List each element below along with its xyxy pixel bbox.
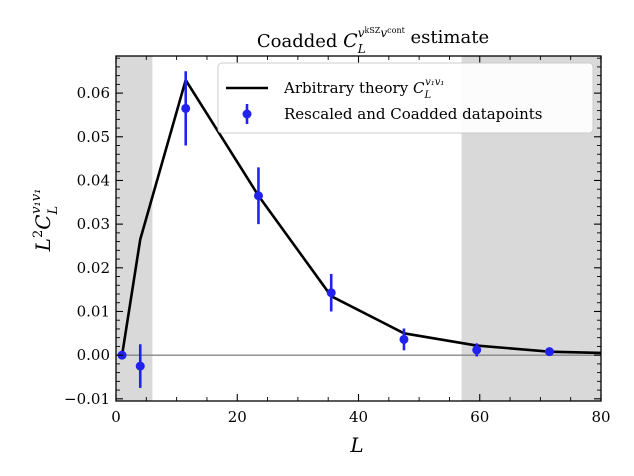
y-tick-label-6: 0.05 — [77, 128, 110, 146]
legend-points-label: Rescaled and Coadded datapoints — [284, 105, 542, 123]
title-sup-cont: cont — [387, 26, 405, 35]
datapoint-5 — [399, 334, 409, 344]
title-suffix: estimate — [405, 27, 489, 48]
ylabel-sym: C — [31, 214, 55, 229]
chart-title: Coadded CLvkSZvcont estimate — [257, 26, 489, 56]
y-tick-label-2: 0.01 — [77, 302, 110, 320]
title-prefix: Coadded — [257, 31, 343, 52]
ylabel-pow: 2 — [31, 230, 46, 238]
y-tick-label-3: 0.02 — [77, 259, 110, 277]
datapoint-7 — [544, 347, 554, 357]
datapoint-6 — [472, 345, 482, 355]
legend-theory-label: Arbitrary theory CLv₁v₁ — [283, 77, 444, 101]
datapoint-3 — [253, 191, 263, 201]
legend-box — [217, 62, 594, 134]
x-tick-label-3: 60 — [470, 408, 489, 426]
shaded-region-0 — [116, 56, 153, 401]
x-tick-label-2: 40 — [349, 408, 368, 426]
legend-theory-sym: C — [413, 79, 425, 97]
y-tick-label-7: 0.06 — [77, 84, 110, 102]
datapoint-1 — [135, 361, 145, 371]
title-sub: L — [357, 42, 366, 56]
x-tick-label-1: 20 — [228, 408, 247, 426]
title-sup-v: v — [358, 26, 365, 40]
y-tick-label-1: 0.00 — [77, 346, 110, 364]
legend: Arbitrary theory CLv₁v₁ Rescaled and Coa… — [217, 62, 594, 134]
y-tick-labels: −0.01 0.00 0.01 0.02 0.03 0.04 0.05 0.06 — [64, 84, 110, 408]
legend-theory-text: Arbitrary theory — [283, 79, 413, 97]
x-axis-label: L — [349, 433, 363, 457]
datapoints — [117, 71, 554, 388]
y-axis-label: L2CLv₁v₁ — [29, 189, 61, 253]
ylabel-sub: L — [46, 206, 61, 216]
plot-frame — [115, 55, 602, 402]
title-sup-v2: v — [380, 26, 387, 40]
datapoint-2 — [181, 103, 191, 113]
y-tick-label-5: 0.04 — [77, 171, 110, 189]
datapoint-4 — [326, 288, 336, 298]
ylabel-sup: v₁v₁ — [29, 189, 44, 214]
x-tick-label-0: 0 — [111, 408, 121, 426]
y-tick-label-4: 0.03 — [77, 215, 110, 233]
legend-points-marker — [242, 109, 252, 119]
title-sup-ksz: kSZ — [364, 26, 380, 35]
x-tick-label-4: 80 — [591, 408, 610, 426]
y-tick-label-0: −0.01 — [64, 390, 110, 408]
title-symbol: C — [343, 30, 358, 52]
legend-theory-sup: v₁v₁ — [425, 77, 444, 88]
x-tick-labels: 0 20 40 60 80 — [111, 408, 610, 426]
ylabel-pre: L — [31, 238, 55, 252]
legend-theory-sub: L — [423, 90, 431, 101]
